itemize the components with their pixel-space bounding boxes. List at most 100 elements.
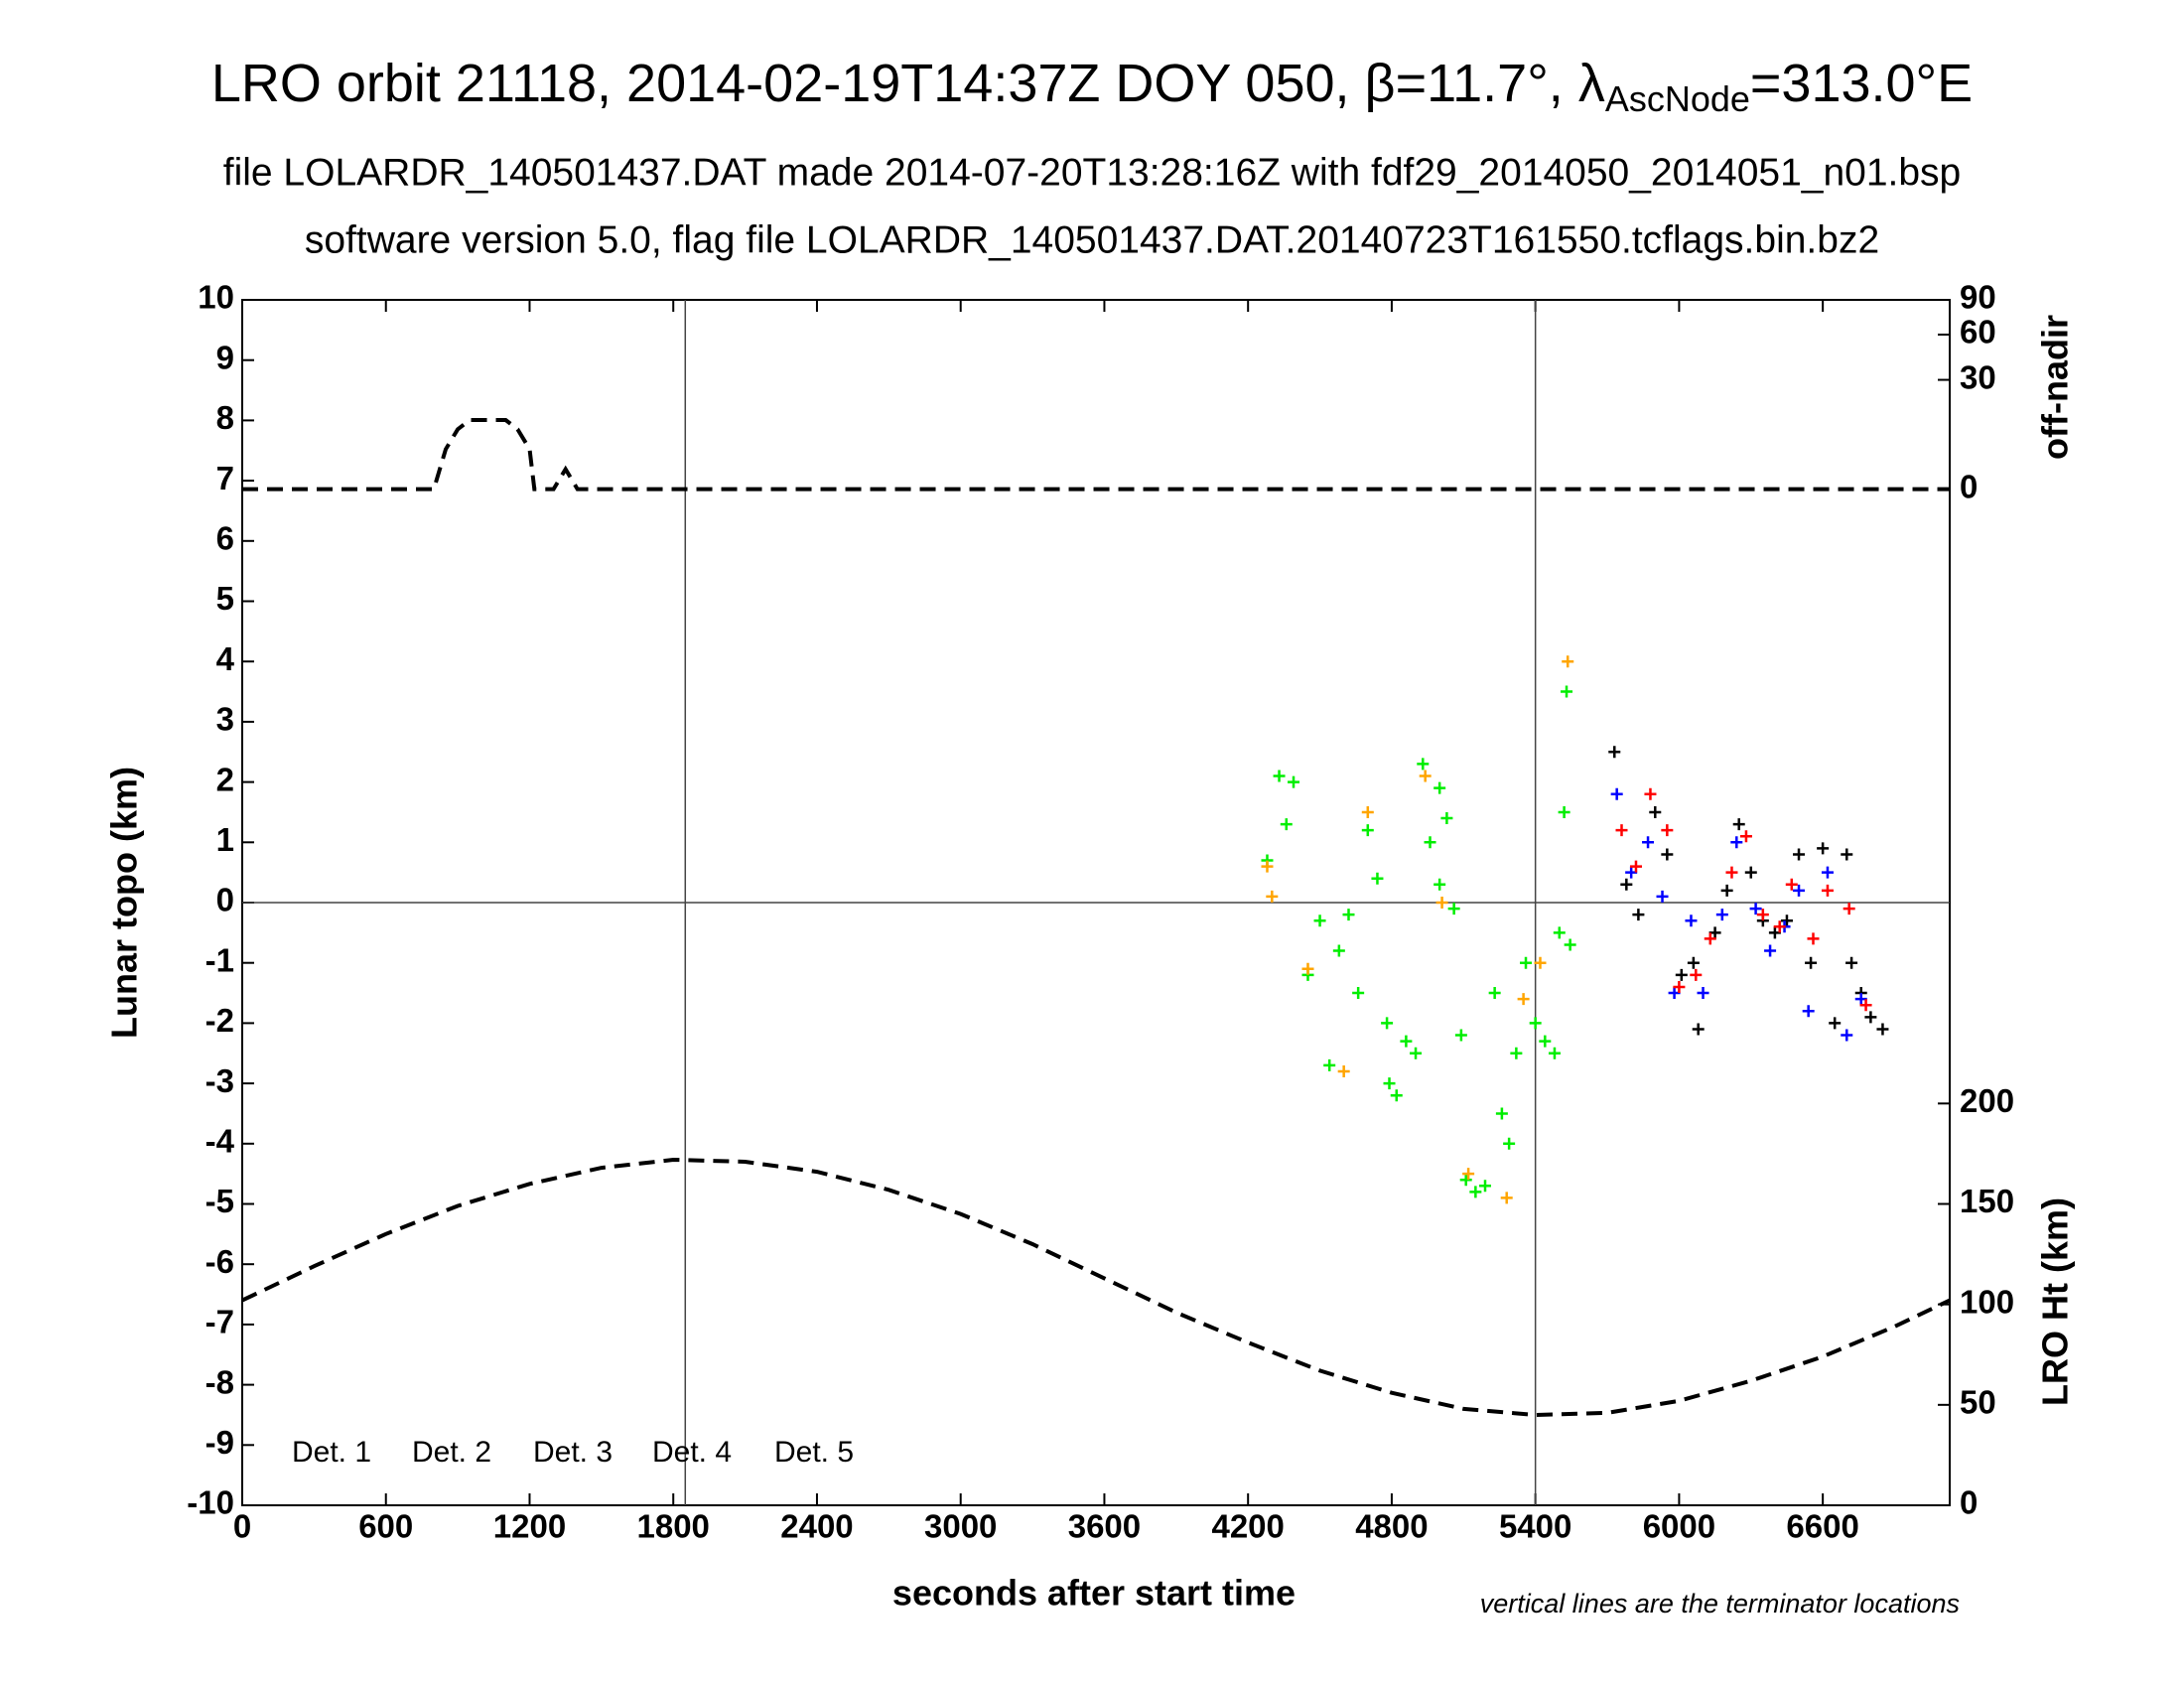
point	[1821, 884, 1834, 897]
point	[1469, 1186, 1482, 1198]
y-tick-label: -8	[205, 1363, 234, 1400]
point	[1661, 824, 1674, 837]
point	[1564, 938, 1576, 951]
title-subscript: AscNode	[1605, 78, 1750, 119]
y-tick-label: 7	[216, 460, 234, 496]
point	[1692, 1023, 1705, 1036]
y2-tick-label: 60	[1960, 314, 1996, 351]
point	[1520, 956, 1533, 969]
point	[1805, 956, 1818, 969]
y-tick-label: -7	[205, 1304, 234, 1340]
point	[1417, 758, 1430, 771]
point	[1661, 848, 1674, 861]
point	[1687, 956, 1700, 969]
off-nadir-line	[242, 418, 1950, 492]
point	[1642, 836, 1655, 849]
y-tick-label: 2	[216, 761, 234, 797]
point	[1280, 818, 1293, 831]
point	[1690, 968, 1703, 981]
point	[1301, 962, 1314, 975]
point	[1807, 932, 1820, 945]
point	[1361, 805, 1374, 818]
point	[1488, 987, 1501, 1000]
y3-tick-label: 200	[1960, 1082, 2014, 1119]
point	[1410, 1047, 1423, 1059]
point	[1495, 1107, 1508, 1120]
point	[1749, 903, 1762, 915]
point	[1675, 968, 1688, 981]
point	[1768, 926, 1781, 939]
x-tick-label: 600	[358, 1508, 413, 1545]
point	[1756, 909, 1769, 921]
y-tick-label: 9	[216, 339, 234, 375]
y-tick-label: -10	[187, 1484, 234, 1521]
point	[1503, 1137, 1516, 1150]
point	[1510, 1047, 1523, 1059]
y3-tick-label: 50	[1960, 1384, 1996, 1421]
point	[1261, 860, 1274, 873]
point	[1313, 914, 1326, 927]
point	[1440, 812, 1453, 825]
point	[1558, 805, 1570, 818]
point	[1517, 993, 1530, 1006]
y-tick-label: 4	[216, 640, 235, 677]
point	[1821, 866, 1834, 879]
x-tick-label: 3000	[924, 1508, 997, 1545]
y-tick-label: 8	[216, 399, 234, 436]
point	[1708, 926, 1721, 939]
point	[1288, 775, 1300, 788]
point	[1424, 836, 1436, 849]
point	[1802, 1005, 1815, 1018]
y-axis-title: Lunar topo (km)	[104, 767, 145, 1039]
point	[1859, 999, 1872, 1012]
x-tick-label: 1800	[637, 1508, 710, 1545]
point	[1342, 909, 1355, 921]
point	[1697, 987, 1709, 1000]
point	[1433, 878, 1446, 891]
point	[1419, 770, 1432, 782]
point	[1433, 781, 1446, 794]
point	[1841, 848, 1853, 861]
point	[1632, 909, 1645, 921]
point	[1381, 1017, 1394, 1030]
subtitle: software version 5.0, flag file LOLARDR_…	[305, 218, 1879, 261]
point	[1876, 1023, 1889, 1036]
point	[1817, 842, 1830, 855]
y-tick-label: 0	[216, 882, 234, 918]
y2-tick-label: 0	[1960, 468, 1978, 504]
height-line	[241, 1157, 1951, 1418]
y-tick-label: 5	[216, 580, 234, 617]
x-tick-label: 2400	[780, 1508, 853, 1545]
point	[1447, 903, 1460, 915]
x-axis-title: seconds after start time	[892, 1573, 1296, 1614]
point	[1323, 1058, 1336, 1071]
y-tick-label: -6	[205, 1243, 234, 1280]
point	[1732, 818, 1745, 831]
point	[1500, 1192, 1513, 1204]
point	[1610, 787, 1623, 800]
point	[1534, 956, 1547, 969]
point	[1435, 897, 1448, 909]
title-end: =313.0°E	[1750, 54, 1973, 113]
point	[1479, 1180, 1492, 1193]
y-tick-label: -5	[205, 1183, 234, 1219]
point	[1793, 848, 1806, 861]
legend-entry: Det. 3	[533, 1436, 613, 1469]
point	[1459, 1174, 1472, 1187]
point	[1864, 1011, 1877, 1024]
x-tick-label: 5400	[1499, 1508, 1571, 1545]
point	[1371, 872, 1384, 885]
x-tick-label: 6600	[1786, 1508, 1858, 1545]
point	[1361, 824, 1374, 837]
point	[1561, 685, 1573, 698]
point	[1553, 926, 1566, 939]
legend-entry: Det. 4	[652, 1436, 732, 1469]
chart-title: LRO orbit 21118, 2014-02-19T14:37Z DOY 0…	[211, 54, 1973, 118]
point	[1725, 866, 1738, 879]
x-tick-label: 4200	[1211, 1508, 1284, 1545]
point	[1454, 1029, 1467, 1042]
y3-axis-title: LRO Ht (km)	[2035, 1197, 2076, 1406]
point	[1829, 1017, 1842, 1030]
